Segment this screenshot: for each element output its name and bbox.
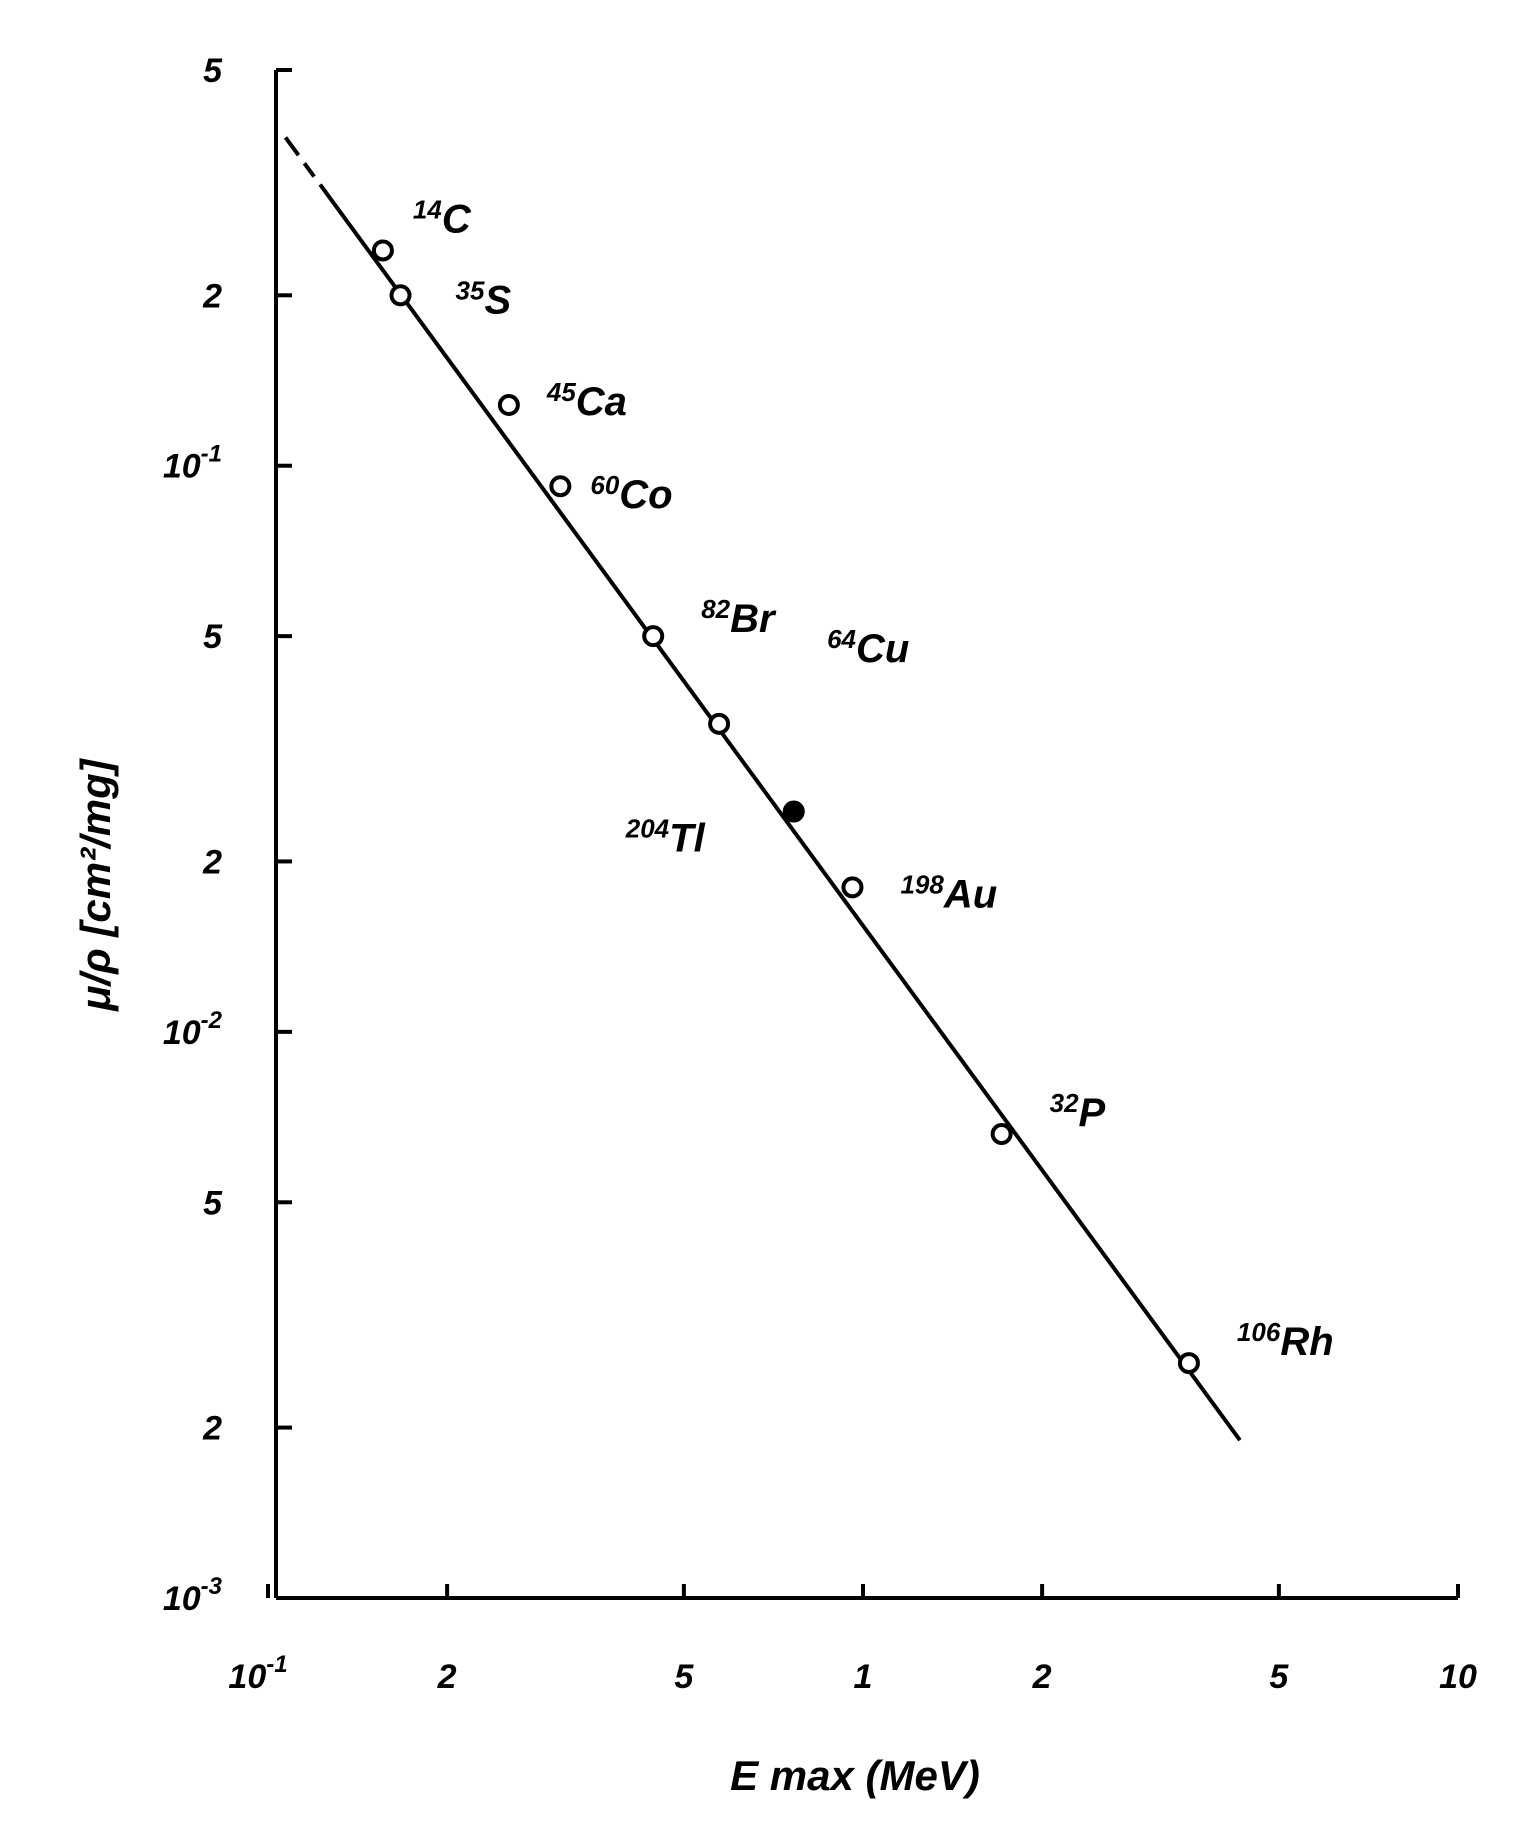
data-point [642, 625, 665, 648]
point-label: 35S [456, 275, 512, 322]
data-point [497, 394, 520, 417]
point-label: 60Co [590, 470, 672, 517]
data-point [1177, 1352, 1200, 1375]
x-tick-label: 5 [674, 1658, 694, 1696]
fit-line-extrapolated [283, 136, 316, 178]
x-tick-label: 2 [1032, 1658, 1052, 1696]
point-label: 64Cu [827, 624, 909, 671]
y-tick-label: 10-1 [163, 441, 222, 486]
point-labels: 14C 35S 45Ca 60Co 82Br 64Cu 204Tl 198Au 32P 106Rh [413, 194, 1334, 1364]
point-label: 82Br [701, 594, 777, 641]
x-tick-label: 1 [854, 1658, 873, 1696]
data-points [371, 239, 1200, 1375]
data-point [841, 876, 864, 899]
data-point [990, 1123, 1013, 1146]
x-axis-title: E max (MeV) [730, 1752, 980, 1799]
fit-line-group [283, 136, 1242, 1442]
y-axis-title: μ/ρ [cm²/mg] [72, 757, 119, 1011]
x-tick-label: 5 [1269, 1658, 1289, 1696]
y-tick-label: 5 [203, 1184, 223, 1222]
point-label: 14C [413, 194, 472, 241]
y-tick-label: 5 [203, 52, 223, 90]
y-tick-label: 5 [203, 618, 223, 656]
fit-line [318, 183, 1242, 1442]
axis-titles: E max (MeV) μ/ρ [cm²/mg] [72, 757, 980, 1799]
data-point [708, 712, 731, 735]
y-tick-label: 2 [202, 277, 222, 315]
point-label: 45Ca [546, 377, 627, 424]
axes: 10-1 2 5 1 2 5 10 10-3 2 5 10-2 2 5 10-1 2 5 [163, 52, 1477, 1696]
point-label: 32P [1050, 1088, 1106, 1135]
y-tick-label: 10-2 [163, 1007, 223, 1052]
x-tick-label: 2 [437, 1658, 457, 1696]
y-tick-label: 2 [202, 843, 222, 881]
x-tick-label: 10-1 [228, 1651, 287, 1696]
point-label: 106Rh [1237, 1317, 1334, 1364]
data-point [782, 800, 805, 823]
y-tick-label: 2 [202, 1410, 222, 1448]
data-point [389, 284, 412, 307]
point-label: 198Au [900, 869, 997, 916]
x-tick-label: 10 [1439, 1658, 1477, 1696]
data-point [549, 475, 572, 498]
point-label: 204Tl [625, 814, 706, 861]
data-point [371, 239, 394, 262]
y-tick-label: 10-3 [163, 1573, 223, 1618]
